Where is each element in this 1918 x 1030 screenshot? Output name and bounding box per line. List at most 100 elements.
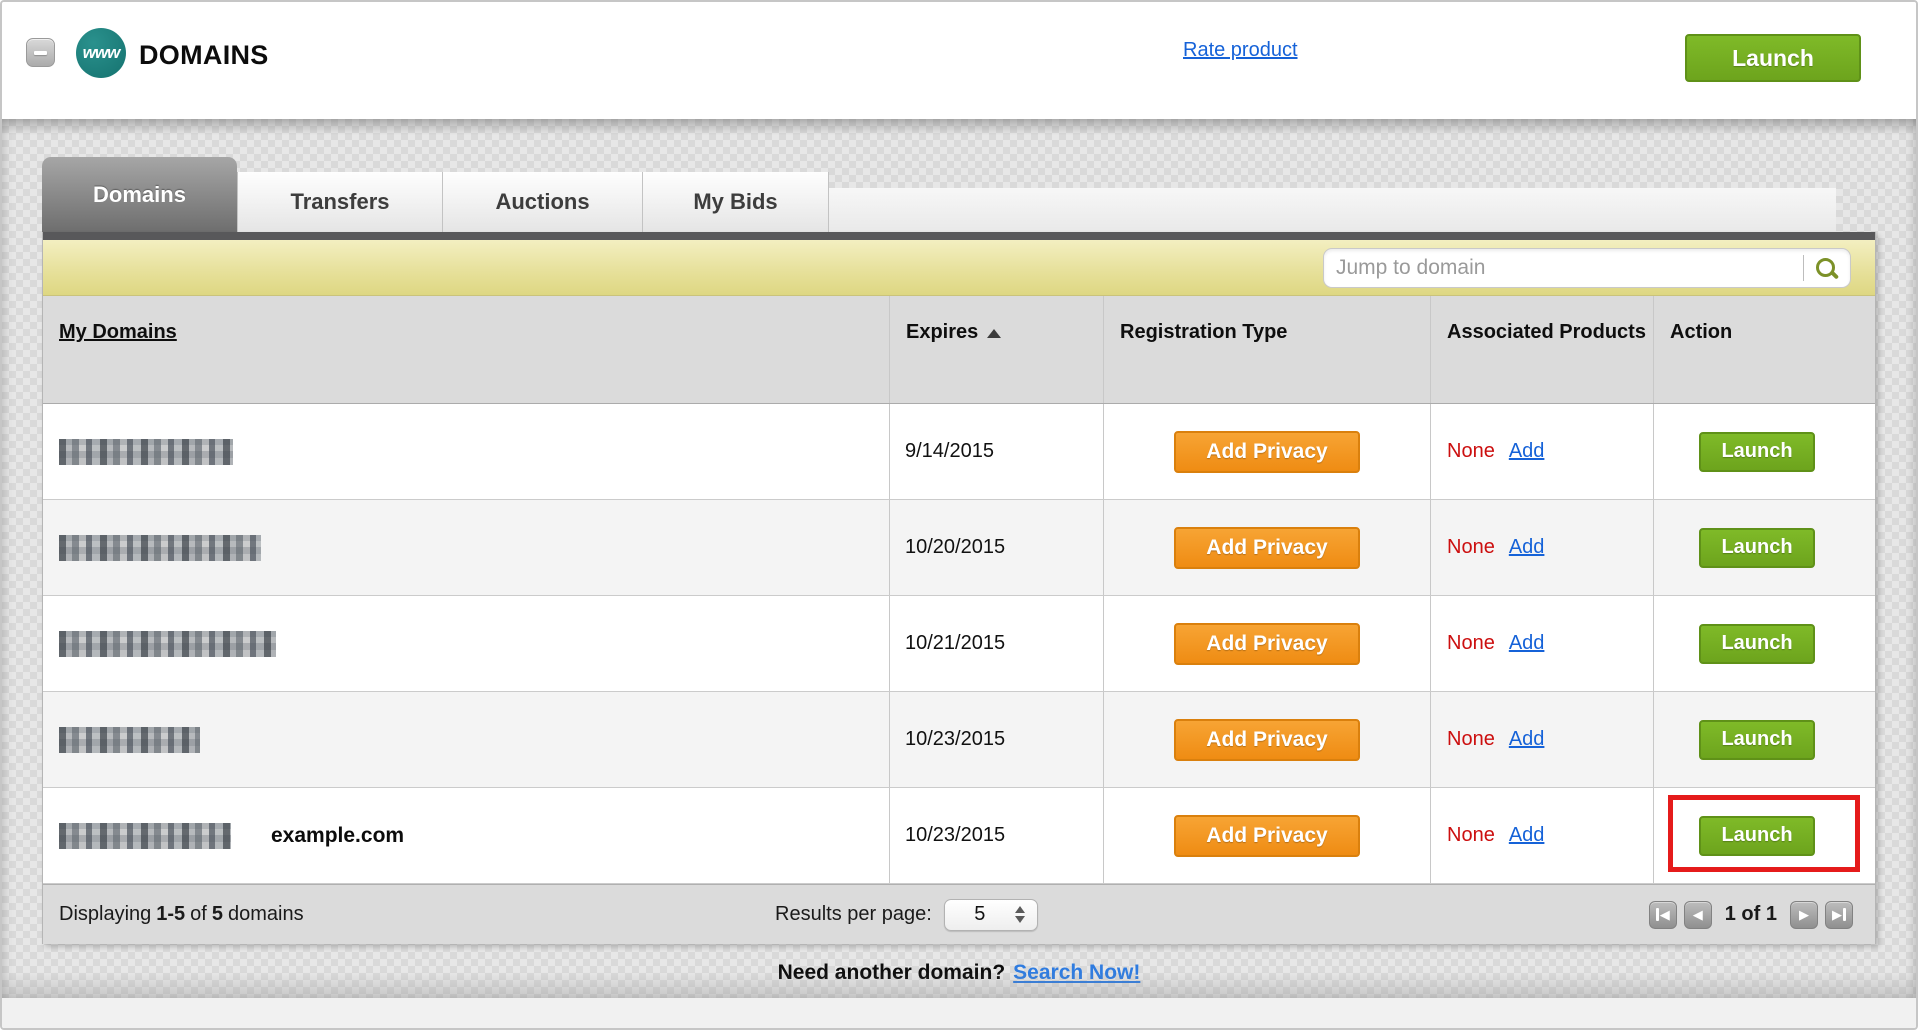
launch-app-button[interactable]: Launch xyxy=(1685,34,1861,82)
tab-divider-strip xyxy=(43,232,1875,240)
chevron-left-icon: ◀ xyxy=(1692,906,1703,922)
next-page-button[interactable]: ▶ xyxy=(1790,900,1818,929)
cta-prompt: Need another domain? xyxy=(777,961,1006,984)
last-page-button[interactable]: ▶ xyxy=(1825,900,1853,929)
column-header-associated-products: Associated Products xyxy=(1430,296,1653,403)
table-body: 9/14/2015 Add Privacy None Add Launch 10… xyxy=(43,404,1875,884)
table-row: 10/23/2015 Add Privacy None Add Launch xyxy=(43,692,1875,788)
add-product-link[interactable]: Add xyxy=(1508,632,1545,654)
stepper-icon xyxy=(1014,906,1025,923)
table-footer: Displaying 1-5 of 5 domains Results per page… xyxy=(43,884,1875,944)
app-header: www DOMAINS Rate product Launch xyxy=(2,2,1916,119)
tab-label: Domains xyxy=(93,181,186,207)
add-privacy-button[interactable]: Add Privacy xyxy=(1174,622,1360,665)
add-product-link[interactable]: Add xyxy=(1508,440,1545,462)
search-now-link[interactable]: Search Now! xyxy=(1013,961,1141,984)
associated-products-value: None xyxy=(1447,824,1495,846)
associated-products-value: None xyxy=(1447,728,1495,750)
action-cell: Launch xyxy=(1653,404,1875,499)
expires-cell: 10/21/2015 xyxy=(889,596,1103,691)
add-product-link[interactable]: Add xyxy=(1508,536,1545,558)
launch-domain-button[interactable]: Launch xyxy=(1699,527,1815,568)
rate-product-link[interactable]: Rate product xyxy=(1183,39,1298,61)
expires-date: 10/23/2015 xyxy=(905,824,1006,846)
expires-date: 9/14/2015 xyxy=(905,440,994,462)
pagination-controls: ◀ ◀ 1 of 1 ▶ ▶ xyxy=(1648,900,1853,929)
search-input[interactable] xyxy=(1324,249,1803,287)
registration-type-cell: Add Privacy xyxy=(1103,404,1430,499)
redacted-domain-name xyxy=(59,534,261,561)
chevron-left-icon: ◀ xyxy=(1659,906,1670,922)
registration-type-cell: Add Privacy xyxy=(1103,500,1430,595)
logo-text: www xyxy=(82,43,121,62)
table-row: 10/21/2015 Add Privacy None Add Launch xyxy=(43,596,1875,692)
associated-products-cell: None Add xyxy=(1430,500,1653,595)
domain-cell xyxy=(43,596,889,691)
domain-label: example.com xyxy=(271,823,405,847)
tab-label: Auctions xyxy=(495,189,590,214)
domain-cell xyxy=(43,500,889,595)
add-privacy-button[interactable]: Add Privacy xyxy=(1174,814,1360,857)
add-privacy-button[interactable]: Add Privacy xyxy=(1174,718,1360,761)
domain-cell xyxy=(43,692,889,787)
table-header-row: My Domains Expires Registration Type Ass… xyxy=(43,296,1875,404)
tab-my-bids[interactable]: My Bids xyxy=(642,172,829,232)
associated-products-value: None xyxy=(1447,440,1495,462)
registration-type-cell: Add Privacy xyxy=(1103,596,1430,691)
launch-domain-button[interactable]: Launch xyxy=(1699,815,1815,856)
column-header-action: Action xyxy=(1653,296,1875,403)
column-header-my-domains: My Domains xyxy=(43,296,889,403)
results-per-page-label: Results per page: xyxy=(775,903,932,925)
results-per-page-value: 5 xyxy=(974,903,986,925)
registration-type-cell: Add Privacy xyxy=(1103,788,1430,883)
add-product-link[interactable]: Add xyxy=(1508,824,1545,846)
column-header-registration-type: Registration Type xyxy=(1103,296,1430,403)
tab-domains[interactable]: Domains xyxy=(42,157,237,232)
expires-date: 10/21/2015 xyxy=(905,632,1006,654)
add-product-link[interactable]: Add xyxy=(1508,728,1545,750)
associated-products-value: None xyxy=(1447,536,1495,558)
expires-cell: 9/14/2015 xyxy=(889,404,1103,499)
tab-bar: Domains Transfers Auctions My Bids xyxy=(42,157,829,232)
add-privacy-button[interactable]: Add Privacy xyxy=(1174,526,1360,569)
redacted-domain-name xyxy=(59,630,276,657)
action-cell: Launch xyxy=(1653,692,1875,787)
sort-ascending-icon xyxy=(987,329,1002,338)
add-privacy-button[interactable]: Add Privacy xyxy=(1174,430,1360,473)
previous-page-button[interactable]: ◀ xyxy=(1683,900,1712,929)
search-icon[interactable] xyxy=(1804,249,1850,287)
action-cell: Launch xyxy=(1653,788,1875,883)
domain-cell xyxy=(43,404,889,499)
launch-domain-button[interactable]: Launch xyxy=(1699,431,1815,472)
expires-date: 10/20/2015 xyxy=(905,536,1006,558)
registration-type-cell: Add Privacy xyxy=(1103,692,1430,787)
results-per-page-select[interactable]: 5 xyxy=(943,898,1038,931)
tab-auctions[interactable]: Auctions xyxy=(442,172,642,232)
bar-icon xyxy=(1655,908,1659,921)
launch-domain-button[interactable]: Launch xyxy=(1699,623,1815,664)
tab-label: My Bids xyxy=(693,189,778,214)
redacted-domain-name xyxy=(59,726,200,753)
bottom-strip xyxy=(2,998,1916,1028)
action-cell: Launch xyxy=(1653,596,1875,691)
page-title: DOMAINS xyxy=(139,40,269,70)
minus-icon xyxy=(34,51,47,55)
collapse-button[interactable] xyxy=(26,38,55,67)
domain-cell: example.com xyxy=(43,788,889,883)
jump-to-domain-searchbox xyxy=(1323,248,1851,288)
tab-transfers[interactable]: Transfers xyxy=(237,172,442,232)
expires-cell: 10/20/2015 xyxy=(889,500,1103,595)
results-per-page-group: Results per page: 5 xyxy=(775,898,1038,931)
first-page-button[interactable]: ◀ xyxy=(1648,900,1677,929)
search-toolbar xyxy=(43,240,1875,296)
my-domains-sort-link[interactable]: My Domains xyxy=(59,321,177,343)
displaying-status: Displaying 1-5 of 5 domains xyxy=(59,903,304,925)
bar-icon xyxy=(1843,908,1846,921)
expires-date: 10/23/2015 xyxy=(905,728,1006,750)
domains-panel: My Domains Expires Registration Type Ass… xyxy=(42,232,1876,944)
column-header-expires[interactable]: Expires xyxy=(889,296,1103,403)
table-row: 9/14/2015 Add Privacy None Add Launch xyxy=(43,404,1875,500)
launch-domain-button[interactable]: Launch xyxy=(1699,719,1815,760)
chevron-right-icon: ▶ xyxy=(1799,906,1809,922)
